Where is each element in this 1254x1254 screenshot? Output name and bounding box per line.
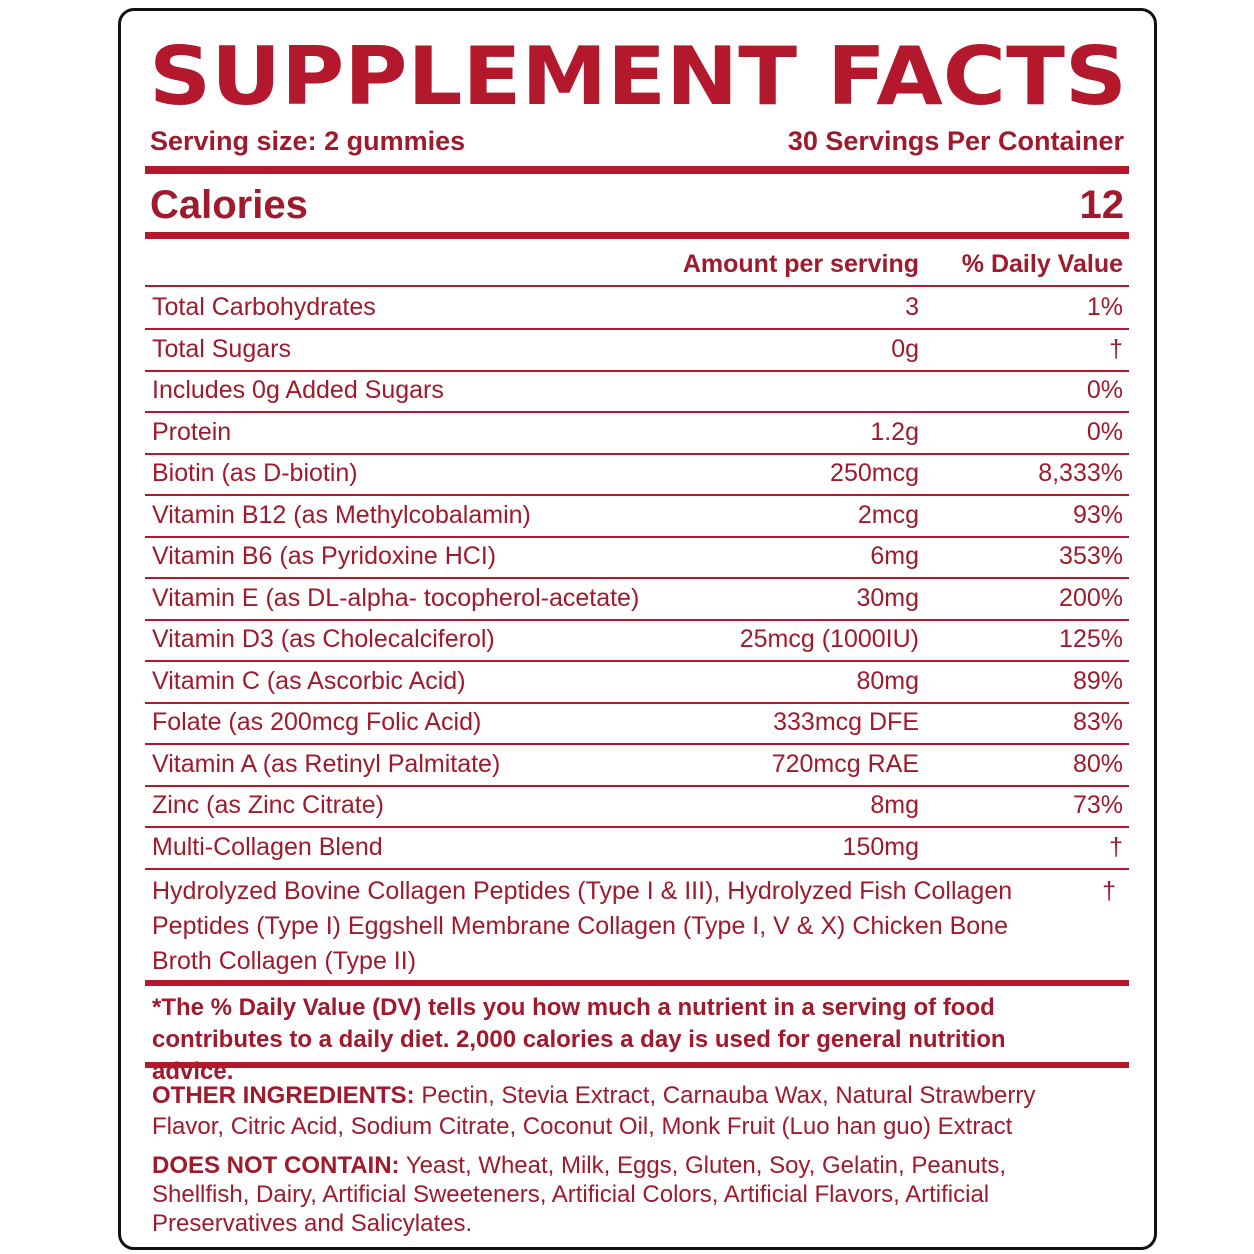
does-not-contain-text: Yeast, Wheat, Milk, Eggs, Gluten, Soy, G…	[152, 1152, 1007, 1237]
nutrient-name: Vitamin C (as Ascorbic Acid)	[152, 666, 466, 695]
table-row: Vitamin A (as Retinyl Palmitate) 720mcg R…	[145, 744, 1129, 787]
daily-value: 80%	[1072, 749, 1123, 778]
daily-value: 89%	[1072, 666, 1123, 695]
table-row: Total Sugars 0g †	[145, 329, 1129, 372]
calories-value: 12	[1079, 183, 1125, 227]
nutrient-name: Biotin (as D-biotin)	[152, 459, 358, 487]
servings-per-container: 30 Servings Per Container	[787, 126, 1124, 156]
daily-value: 353%	[1059, 542, 1123, 570]
table-row: Vitamin E (as DL-alpha- tocopherol-aceta…	[145, 578, 1129, 621]
table-header: Amount per serving % Daily Value	[145, 244, 1129, 287]
nutrient-name: Includes 0g Added Sugars	[152, 376, 444, 404]
table-row: Folate (as 200mcg Folic Acid) 333mcg DFE 8…	[145, 702, 1129, 745]
amount: 80mg	[856, 666, 919, 695]
amount: 8mg	[870, 791, 919, 819]
table-row: Includes 0g Added Sugars 0%	[145, 370, 1129, 413]
table-row: Vitamin D3 (as Cholecalciferol) 25mcg (10…	[145, 619, 1129, 662]
table-row: Zinc (as Zinc Citrate) 8mg 73%	[145, 785, 1129, 828]
header-amount: Amount per serving	[682, 250, 919, 278]
nutrient-name: Protein	[152, 417, 232, 446]
nutrient-name: Total Carbohydrates	[152, 293, 376, 321]
amount: 150mg	[842, 832, 919, 861]
daily-value: 125%	[1059, 625, 1123, 653]
nutrient-name: Vitamin E (as DL-alpha- tocopherol-aceta…	[152, 583, 640, 612]
nutrient-name: Multi-Collagen Blend	[152, 832, 383, 861]
title-svg: SUPPLEMENT FACTS	[149, 30, 1127, 120]
daily-value: †	[1109, 832, 1123, 861]
header-dv: % Daily Value	[961, 250, 1123, 278]
title: SUPPLEMENT FACTS	[149, 30, 1127, 120]
daily-value: 200%	[1059, 583, 1123, 612]
table-row: Vitamin B6 (as Pyridoxine HCI) 6mg 353%	[145, 536, 1129, 579]
amount: 1.2g	[870, 417, 919, 446]
daily-value: †	[1109, 334, 1123, 363]
daily-value: 0%	[1086, 376, 1123, 404]
nutrient-name: Total Sugars	[152, 334, 291, 363]
table-row: Multi-Collagen Blend 150mg †	[145, 827, 1129, 870]
amount: 0g	[891, 334, 919, 363]
calories-label: Calories	[150, 183, 308, 227]
footnote: *The % Daily Value (DV) tells you how mu…	[152, 994, 1006, 1085]
amount: 250mcg	[830, 459, 919, 487]
daily-value: 93%	[1072, 500, 1123, 529]
nutrient-name: Vitamin B6 (as Pyridoxine HCI)	[152, 542, 497, 570]
table-row: Protein 1.2g 0%	[145, 412, 1129, 455]
does-not-contain: DOES NOT CONTAIN: Yeast, Wheat, Milk, Eg…	[152, 1151, 1092, 1238]
thick-rule	[145, 1062, 1129, 1068]
nutrient-name: Vitamin A (as Retinyl Palmitate)	[152, 749, 501, 778]
thick-rule	[145, 166, 1129, 174]
other-ingredients-label: OTHER INGREDIENTS:	[152, 1082, 415, 1109]
table-row: Vitamin B12 (as Methylcobalamin) 2mcg 93%	[145, 495, 1129, 538]
daily-value: 1%	[1086, 293, 1123, 321]
blend-dv: †	[1102, 877, 1116, 905]
nutrient-name: Vitamin B12 (as Methylcobalamin)	[152, 500, 531, 529]
amount: 333mcg DFE	[773, 708, 919, 736]
does-not-contain-label: DOES NOT CONTAIN:	[152, 1152, 400, 1179]
daily-value: 83%	[1072, 708, 1123, 736]
table-row: Vitamin C (as Ascorbic Acid) 80mg 89%	[145, 661, 1129, 704]
other-ingredients-text: Pectin, Stevia Extract, Carnauba Wax, Na…	[152, 1082, 1036, 1140]
table-row: Biotin (as D-biotin) 250mcg 8,333%	[145, 453, 1129, 496]
blend-text: Hydrolyzed Bovine Collagen Peptides (Typ…	[152, 877, 1013, 975]
daily-value: 8,333%	[1038, 459, 1123, 487]
table-row: Total Carbohydrates 3 1%	[145, 287, 1129, 330]
amount: 3	[905, 293, 919, 321]
amount: 720mcg RAE	[771, 749, 919, 778]
thick-rule	[145, 980, 1129, 986]
amount: 6mg	[870, 542, 919, 570]
other-ingredients: OTHER INGREDIENTS: Pectin, Stevia Extrac…	[152, 1080, 1082, 1142]
nutrient-name: Folate (as 200mcg Folic Acid)	[152, 708, 482, 736]
daily-value: 0%	[1086, 417, 1123, 446]
serving-size: Serving size: 2 gummies	[150, 126, 466, 156]
amount: 25mcg (1000IU)	[739, 625, 919, 653]
label-frame	[118, 8, 1157, 1250]
thick-rule	[145, 232, 1129, 239]
daily-value: 73%	[1072, 791, 1123, 819]
amount: 30mg	[856, 583, 919, 612]
nutrient-name: Vitamin D3 (as Cholecalciferol)	[152, 625, 495, 653]
nutrient-name: Zinc (as Zinc Citrate)	[152, 791, 384, 819]
amount: 2mcg	[857, 500, 919, 529]
